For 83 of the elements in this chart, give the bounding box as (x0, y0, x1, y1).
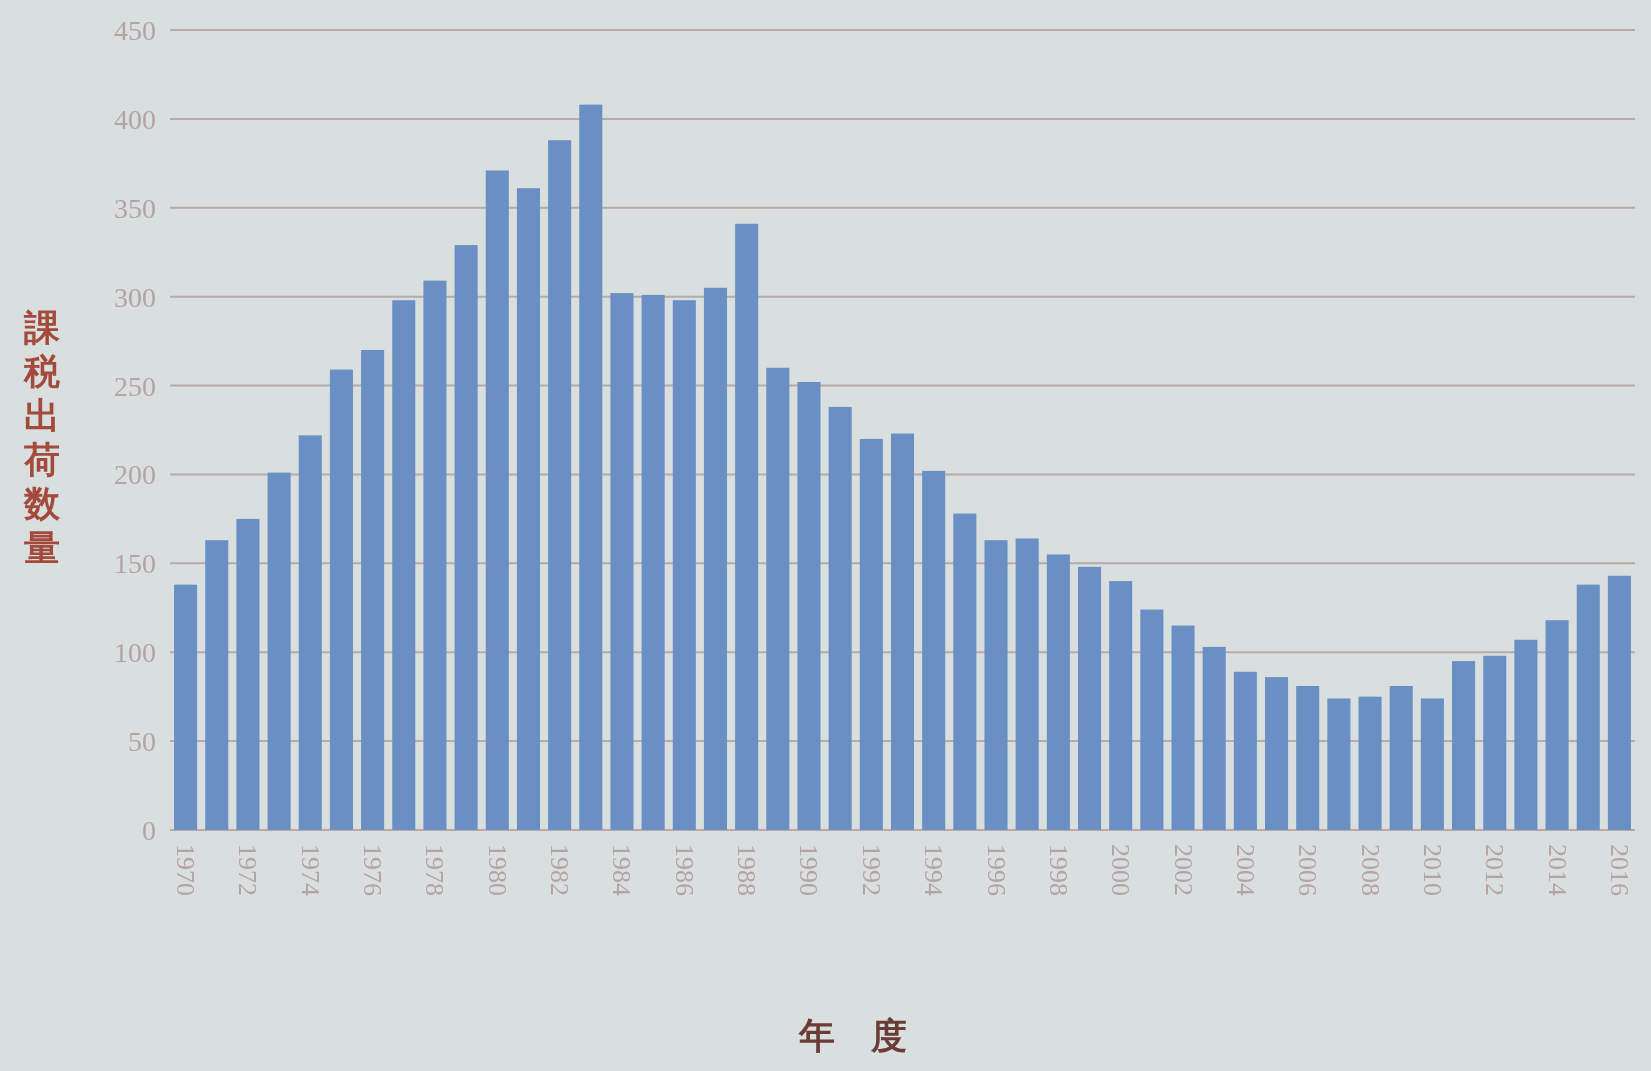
x-tick-label: 1988 (732, 844, 762, 896)
y-tick-label: 50 (128, 726, 156, 758)
x-tick-label: 2002 (1168, 844, 1198, 896)
y-tick-label: 200 (114, 459, 156, 491)
bar (1046, 554, 1070, 830)
x-tick-label: 1974 (295, 844, 325, 896)
bar (984, 540, 1008, 830)
bar (298, 435, 322, 830)
bar (1358, 696, 1382, 830)
bar (890, 433, 915, 830)
x-tick-label: 1986 (669, 844, 699, 896)
bar (1296, 686, 1320, 830)
x-tick-label: 1990 (794, 844, 824, 896)
x-tick-label: 1976 (358, 844, 388, 896)
bar (1233, 671, 1257, 830)
x-tick-label: 2016 (1604, 844, 1634, 896)
y-tick-label: 350 (114, 192, 156, 224)
x-tick-label: 1972 (233, 844, 263, 896)
x-tick-label: 2010 (1417, 844, 1447, 896)
bar (859, 438, 883, 830)
x-tick-label: 1984 (607, 844, 637, 896)
bar (735, 223, 759, 830)
x-tick-label: 1996 (981, 844, 1011, 896)
y-tick-label: 0 (142, 815, 156, 846)
bar (454, 245, 478, 830)
x-tick-label: 1982 (545, 844, 575, 896)
bar (1607, 575, 1631, 830)
bar (1420, 698, 1444, 830)
bar (267, 472, 291, 830)
bar (922, 470, 946, 830)
x-tick-label: 1978 (420, 844, 450, 896)
x-tick-label: 1980 (482, 844, 512, 896)
bar (1109, 581, 1133, 830)
bar (641, 294, 665, 830)
bar (672, 300, 696, 830)
x-tick-label: 2000 (1106, 844, 1136, 896)
x-axis-title: 年 度 (797, 1015, 907, 1056)
x-tick-label: 1994 (919, 844, 949, 896)
y-tick-label: 400 (114, 103, 156, 135)
y-tick-label: 300 (114, 281, 156, 313)
y-tick-label: 250 (114, 370, 156, 402)
x-tick-label: 2006 (1293, 844, 1323, 896)
y-tick-label: 450 (114, 15, 156, 46)
bar (610, 293, 634, 830)
bar (1576, 584, 1600, 830)
bar (516, 188, 540, 830)
bar (766, 367, 790, 830)
bar (1514, 639, 1538, 830)
bar (1015, 538, 1039, 830)
bar (1140, 609, 1164, 830)
x-tick-label: 2008 (1355, 844, 1385, 896)
bar (579, 104, 603, 830)
bar (205, 540, 229, 830)
bar (1327, 698, 1351, 830)
bar (485, 170, 509, 830)
y-tick-label: 100 (114, 637, 156, 669)
x-tick-label: 1992 (856, 844, 886, 896)
bar (1265, 677, 1289, 830)
bar (797, 382, 821, 830)
x-tick-label: 1970 (171, 844, 201, 896)
bar (548, 140, 572, 830)
x-tick-label: 2012 (1480, 844, 1510, 896)
x-tick-label: 1998 (1043, 844, 1073, 896)
x-tick-label: 2004 (1230, 844, 1260, 896)
bar (828, 406, 852, 830)
bar (361, 350, 385, 830)
bar (1483, 655, 1507, 830)
bar (392, 300, 416, 830)
y-tick-label: 150 (114, 548, 156, 580)
bar (1202, 646, 1226, 830)
bar (1545, 620, 1569, 830)
x-tick-label: 2014 (1542, 844, 1572, 896)
bar (703, 287, 728, 830)
bar (1452, 661, 1476, 830)
bar (423, 280, 447, 830)
bar (236, 518, 260, 830)
bar (174, 584, 198, 830)
bar (329, 369, 353, 830)
bar (953, 513, 977, 830)
y-axis-title: 課税出荷数量 (23, 307, 61, 568)
bar (1389, 686, 1413, 830)
bar (1171, 625, 1195, 830)
bar (1077, 566, 1102, 830)
